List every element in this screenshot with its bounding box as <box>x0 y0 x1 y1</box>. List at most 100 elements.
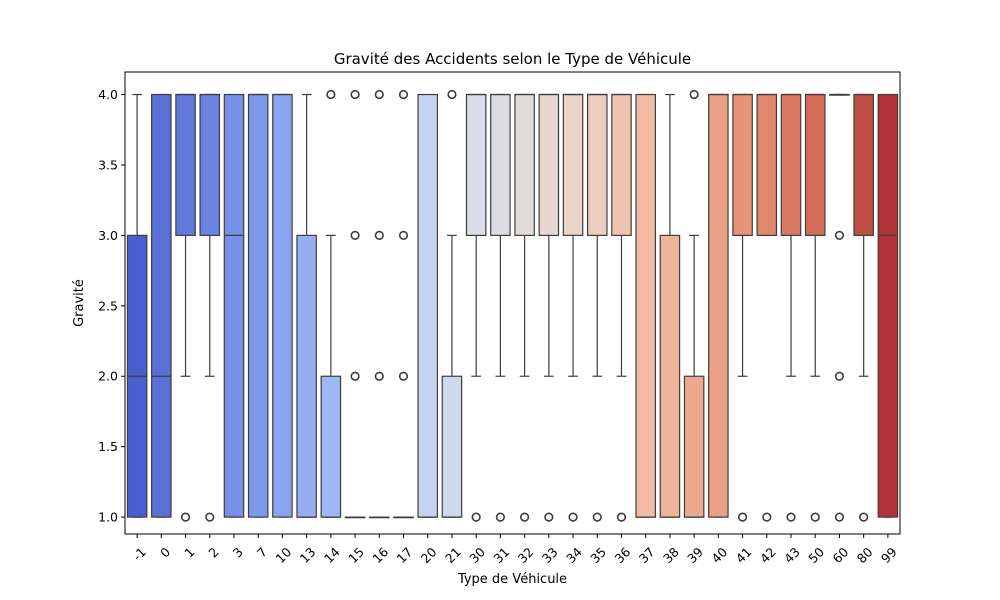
box-body <box>732 93 753 236</box>
box-15 <box>344 89 366 519</box>
plot-area <box>126 89 899 522</box>
outlier-point <box>495 512 505 522</box>
box-body <box>296 234 317 518</box>
x-tick-label: 20 <box>418 544 440 566</box>
x-tick-label: -1 <box>130 544 149 563</box>
x-tick-label: 16 <box>369 544 391 566</box>
x-tick-label: 3 <box>230 544 246 560</box>
box-38 <box>659 93 681 518</box>
outlier-point <box>520 512 530 522</box>
box-body <box>441 375 463 518</box>
outlier-point <box>398 89 409 100</box>
x-tick-label: 50 <box>805 544 827 566</box>
box-14 <box>320 89 342 518</box>
x-tick-label: 33 <box>539 544 561 566</box>
box-34 <box>562 93 584 522</box>
y-axis-label: Gravité <box>72 279 87 327</box>
y-tick-label: 4.0 <box>98 87 118 102</box>
box-body <box>417 93 439 518</box>
box-0 <box>151 93 172 518</box>
box-body <box>514 93 535 236</box>
x-tick-label: 80 <box>854 544 876 566</box>
x-tick-label: 10 <box>272 544 294 566</box>
box-17 <box>393 89 414 519</box>
outlier-point <box>374 89 384 100</box>
box-42 <box>756 93 778 522</box>
outlier-point <box>834 230 845 240</box>
outlier-point <box>205 512 215 522</box>
outlier-point <box>568 512 578 522</box>
box-body <box>223 93 245 518</box>
box-body <box>562 93 584 236</box>
box-30 <box>465 93 487 522</box>
y-axis: 1.0 1.5 2.0 2.5 3.0 3.5 4.0 <box>98 87 125 525</box>
outlier-point <box>374 371 384 381</box>
x-tick-label: 2 <box>205 544 221 560</box>
box-20 <box>417 93 439 518</box>
box-body <box>804 93 826 236</box>
box-body <box>538 93 560 236</box>
outlier-point <box>398 230 409 240</box>
box-39 <box>683 89 705 518</box>
outlier-point <box>810 512 820 522</box>
x-tick-label: 34 <box>563 544 585 566</box>
x-tick-label: 42 <box>757 544 779 566</box>
x-tick-label: 17 <box>394 544 416 566</box>
outlier-point <box>786 512 796 522</box>
box-body <box>320 375 342 518</box>
x-tick-label: 38 <box>660 544 682 566</box>
x-axis-label: Type de Véhicule <box>457 572 567 587</box>
box-50 <box>804 93 826 522</box>
plot-frame <box>124 71 901 535</box>
box-body <box>586 93 608 236</box>
box-body <box>247 93 269 518</box>
box-body <box>175 93 196 236</box>
x-tick-label: 13 <box>297 544 319 566</box>
y-tick-label: 3.0 <box>98 228 118 243</box>
x-tick-label: 43 <box>781 544 803 566</box>
x-tick-label: 30 <box>466 544 488 566</box>
y-tick-label: 2.0 <box>98 369 118 384</box>
outlier-point <box>834 512 845 522</box>
outlier-point <box>544 512 554 522</box>
box-body <box>465 93 487 236</box>
y-tick-label: 1.5 <box>98 439 118 454</box>
box-60 <box>829 93 850 522</box>
box--1 <box>126 93 148 518</box>
outlier-point <box>350 371 360 381</box>
box-body <box>877 93 899 518</box>
x-tick-label: 35 <box>587 544 609 566</box>
box-41 <box>732 93 753 522</box>
box-36 <box>611 93 632 522</box>
x-tick-label: 40 <box>708 544 730 566</box>
x-tick-label: 7 <box>254 544 270 560</box>
box-body <box>659 234 681 518</box>
box-80 <box>853 93 874 522</box>
x-tick-label: 32 <box>515 544 537 566</box>
outlier-point <box>326 89 336 100</box>
box-99 <box>877 93 899 518</box>
box-35 <box>586 93 608 522</box>
outlier-point <box>398 371 409 381</box>
outlier-point <box>762 512 772 522</box>
box-1 <box>175 93 196 522</box>
box-43 <box>780 93 802 522</box>
x-tick-label: 1 <box>181 544 197 560</box>
box-3 <box>223 93 245 518</box>
box-body <box>708 93 729 518</box>
outlier-point <box>180 512 191 522</box>
x-tick-label: 99 <box>878 544 900 566</box>
x-tick-label: 37 <box>636 544 658 566</box>
box-body <box>756 93 778 236</box>
outlier-point <box>689 89 699 100</box>
outlier-point <box>471 512 481 522</box>
outlier-point <box>834 371 845 381</box>
box-40 <box>708 93 729 518</box>
y-tick-label: 2.5 <box>98 298 118 313</box>
outlier-point <box>350 230 360 240</box>
box-body <box>635 93 656 518</box>
box-body <box>780 93 802 236</box>
box-16 <box>369 89 390 519</box>
box-21 <box>441 89 463 518</box>
